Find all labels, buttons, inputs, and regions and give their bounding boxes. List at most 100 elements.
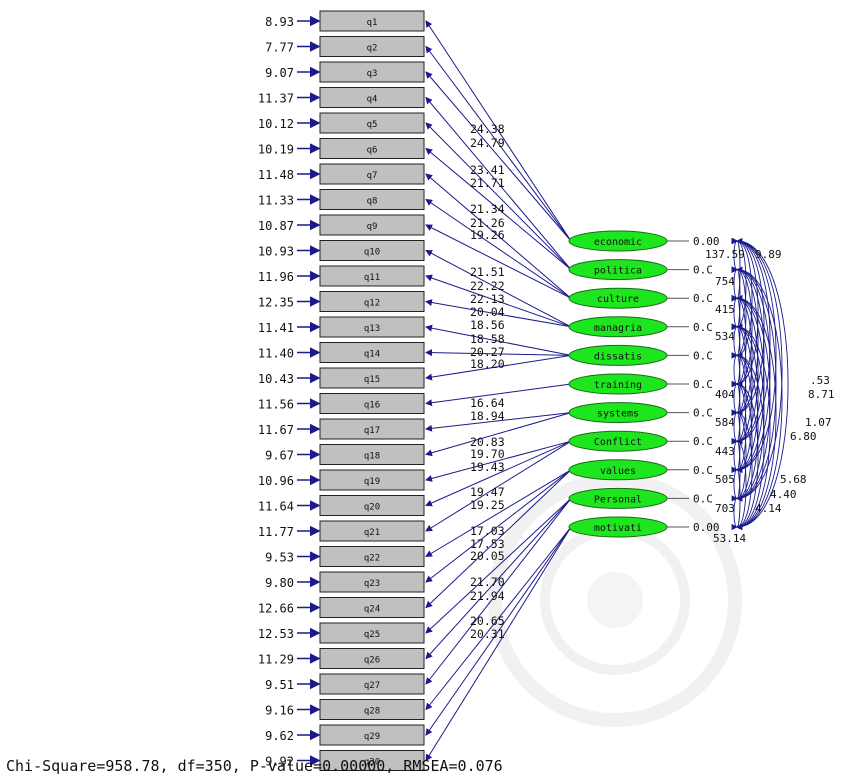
covariance-estimate: 4.40 <box>770 488 797 501</box>
covariance-path <box>731 295 765 473</box>
covariance-path <box>731 495 743 531</box>
error-variance: 9.53 <box>265 551 294 565</box>
covariance-estimate: 584 <box>715 416 735 429</box>
loading-path <box>425 173 572 299</box>
loading-path <box>425 349 572 357</box>
latent-variance: 0.C <box>693 492 713 505</box>
covariance-path <box>731 237 777 473</box>
loading-estimate: 24.38 <box>470 122 505 136</box>
loading-path <box>425 498 572 634</box>
covariance-estimate: 534 <box>715 330 735 343</box>
loading-estimate: 21.26 <box>470 216 505 230</box>
loading-estimate: 18.94 <box>470 409 505 423</box>
fit-statistics: Chi-Square=958.78, df=350, P-value=0.000… <box>6 757 503 775</box>
error-variance: 10.19 <box>258 143 294 157</box>
observed-label: q13 <box>364 324 380 334</box>
covariance-path <box>731 380 747 473</box>
latent-label: managria <box>594 323 642 334</box>
covariance-path <box>731 295 777 531</box>
loading-path <box>425 274 572 328</box>
latent-variance: 0.00 <box>693 235 720 248</box>
latent-label: economic <box>594 237 642 248</box>
latent-variable: Personal 0.C <box>568 487 713 509</box>
loading-path <box>425 526 572 711</box>
covariance-estimate: 505 <box>715 473 735 486</box>
latent-label: systems <box>597 409 639 420</box>
observed-label: q5 <box>367 120 378 130</box>
latent-label: Conflict <box>594 437 642 448</box>
covariance-path <box>731 352 753 473</box>
error-variance: 11.96 <box>258 270 294 284</box>
latent-variance: 0.C <box>693 464 713 477</box>
loading-estimate: 19.25 <box>470 498 505 512</box>
observed-variable: q24 12.66 <box>258 597 425 618</box>
observed-variable: q6 10.19 <box>258 138 425 159</box>
error-variance: 10.12 <box>258 117 294 131</box>
observed-variable: q30 9.92 <box>265 750 425 771</box>
observed-label: q1 <box>367 18 378 28</box>
latent-variance: 0.C <box>693 407 713 420</box>
loading-estimate: 21.70 <box>470 575 505 589</box>
covariance-path <box>731 352 747 445</box>
loading-path <box>425 122 572 270</box>
latent-variance: 0.C <box>693 321 713 334</box>
loading-path <box>425 71 572 242</box>
observed-variable: q13 11.41 <box>258 316 425 338</box>
latent-variable: motivati 0.00 <box>568 516 720 538</box>
observed-variable: q23 9.80 <box>265 571 425 593</box>
loading-estimate: 16.64 <box>470 396 505 410</box>
loading-estimate: 20.27 <box>470 345 505 359</box>
observed-variable: q29 9.62 <box>265 724 425 746</box>
loading-path <box>425 469 572 558</box>
loading-path <box>425 250 572 328</box>
loading-path <box>425 20 572 242</box>
observed-variable: q25 12.53 <box>258 622 425 644</box>
latent-variable: Conflict 0.C <box>568 430 713 452</box>
observed-label: q2 <box>367 44 378 54</box>
error-variance: 9.07 <box>265 66 294 80</box>
latent-label: dissatis <box>594 351 642 362</box>
loading-estimate: 22.22 <box>470 279 505 293</box>
error-variance: 10.87 <box>258 219 294 233</box>
latent-variable: managria 0.C <box>568 316 713 338</box>
latent-variance: 0.C <box>693 292 713 305</box>
latent-variance: 0.C <box>693 435 713 448</box>
error-variance: 10.93 <box>258 245 294 259</box>
covariance-path <box>731 237 783 502</box>
latent-variable: values 0.C <box>568 459 713 481</box>
error-variance: 12.53 <box>258 627 294 641</box>
covariance-estimate: 4.14 <box>755 502 782 515</box>
covariance-path <box>731 266 753 388</box>
observed-variable: q18 9.67 <box>265 444 425 465</box>
observed-variable: q7 11.48 <box>258 163 425 185</box>
observed-label: q7 <box>367 171 378 181</box>
observed-label: q20 <box>364 503 380 513</box>
loading-estimate: 24.79 <box>470 136 505 150</box>
loading-estimate: 20.05 <box>470 549 505 563</box>
error-variance: 9.92 <box>265 755 294 769</box>
error-variance: 9.16 <box>265 704 294 718</box>
loading-path <box>425 498 572 660</box>
loading-estimate: 20.65 <box>470 614 505 628</box>
covariance-estimate: .53 <box>810 374 830 387</box>
observed-label: q6 <box>367 146 378 156</box>
loading-path <box>425 354 572 381</box>
error-variance: 11.37 <box>258 92 294 106</box>
observed-variable: q2 7.77 <box>265 36 425 57</box>
observed-variable: q27 9.51 <box>265 673 425 695</box>
loading-estimate: 21.51 <box>470 265 505 279</box>
observed-label: q9 <box>367 222 378 232</box>
loading-path <box>425 440 572 507</box>
observed-variable: q17 11.67 <box>258 418 425 440</box>
error-variance: 9.51 <box>265 678 294 692</box>
observed-label: q8 <box>367 197 378 207</box>
observed-variable: q26 11.29 <box>258 648 425 669</box>
loading-path <box>425 412 572 457</box>
error-variance: 12.35 <box>258 296 294 310</box>
error-variance: 9.62 <box>265 729 294 743</box>
latent-label: training <box>594 380 642 391</box>
loading-estimate: 19.70 <box>470 447 505 461</box>
observed-label: q29 <box>364 732 380 742</box>
error-variance: 11.41 <box>258 321 294 335</box>
observed-label: q28 <box>364 707 380 717</box>
